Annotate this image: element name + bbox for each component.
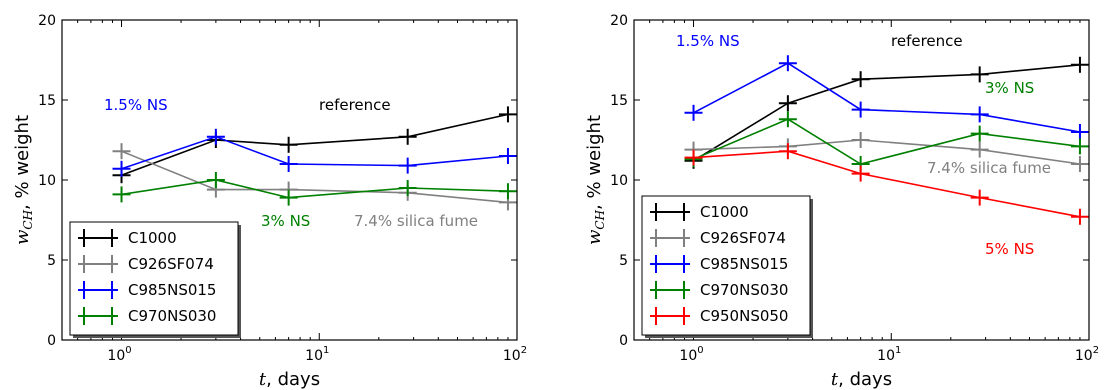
- legend-entry-C970NS030: C970NS030: [78, 307, 216, 325]
- plot-frame: [61, 19, 518, 341]
- y-axis-label: wCH, % weight: [12, 115, 35, 245]
- chart-panel-1: 0 5 10 15 20 100 101 102 t, days wCH, % weight 1.5…: [12, 13, 527, 390]
- legend-label: C970NS030: [700, 281, 788, 299]
- series-C985NS015: [684, 55, 1089, 140]
- legend-entry-C985NS015: C985NS015: [650, 255, 788, 273]
- data-point-C970NS030: [112, 186, 131, 203]
- legend-entry-C1000: C1000: [650, 203, 749, 221]
- y-tick-label: 0: [619, 333, 628, 349]
- data-point-C970NS030: [1070, 138, 1089, 155]
- legend-label: C1000: [128, 229, 177, 247]
- annotation: 3% NS: [261, 212, 310, 230]
- y-tick-label: 10: [610, 173, 628, 189]
- data-point-C1000: [970, 66, 989, 83]
- y-tick-label: 5: [47, 253, 56, 269]
- data-point-C970NS030: [398, 180, 417, 196]
- annotation: 3% NS: [985, 79, 1034, 97]
- data-point-C985NS015: [206, 128, 225, 145]
- y-tick-label: 20: [38, 13, 56, 29]
- data-point-C985NS015: [970, 106, 989, 123]
- legend: C1000 C926SF074 C985NS015 C970NS030 C950NS05…: [641, 195, 813, 338]
- data-point-C950NS050: [778, 143, 797, 160]
- legend-label: C926SF074: [128, 255, 214, 273]
- data-point-C926SF074: [1070, 156, 1089, 172]
- y-tick-label: 5: [619, 253, 628, 269]
- data-point-C926SF074: [112, 143, 131, 160]
- x-tick-label: 101: [877, 345, 901, 364]
- series-C950NS050: [684, 143, 1089, 225]
- legend-entry-C926SF074: C926SF074: [78, 255, 214, 273]
- series-line-C970NS030: [121, 179, 509, 199]
- legend-label: C926SF074: [700, 229, 786, 247]
- series-C985NS015: [112, 128, 517, 177]
- data-point-C950NS050: [1070, 208, 1089, 225]
- data-point-C970NS030: [778, 111, 797, 128]
- legend-entry-C926SF074: C926SF074: [650, 229, 786, 247]
- legend: C1000 C926SF074 C985NS015 C970NS030: [69, 221, 241, 338]
- annotation: 5% NS: [985, 240, 1034, 258]
- data-point-C1000: [778, 95, 797, 112]
- x-axis-label: t, days: [259, 369, 320, 390]
- legend-label: C985NS015: [128, 281, 216, 299]
- y-tick-label: 15: [38, 93, 56, 109]
- annotation: reference: [319, 96, 391, 114]
- series-line-C1000: [121, 113, 509, 176]
- data-point-C985NS015: [498, 148, 517, 164]
- legend-box: [641, 195, 811, 336]
- data-point-C985NS015: [1070, 124, 1089, 140]
- y-tick-label: 15: [610, 93, 628, 109]
- data-point-C1000: [279, 136, 298, 153]
- series-C1000: [684, 56, 1089, 169]
- y-tick-label: 10: [38, 173, 56, 189]
- annotation: 1.5% NS: [676, 32, 740, 50]
- data-point-C970NS030: [279, 189, 298, 206]
- data-point-C985NS015: [851, 101, 870, 118]
- legend-label: C950NS050: [700, 307, 788, 325]
- data-point-C1000: [1070, 56, 1089, 73]
- annotation: 7.4% silica fume: [354, 212, 478, 230]
- legend-entry-C950NS050: C950NS050: [650, 307, 788, 325]
- annotation: 7.4% silica fume: [927, 159, 1051, 177]
- y-axis-label: wCH, % weight: [584, 115, 607, 245]
- x-axis-label: t, days: [831, 369, 892, 390]
- y-tick-label: 0: [47, 333, 56, 349]
- legend-entry-C985NS015: C985NS015: [78, 281, 216, 299]
- data-point-C926SF074: [970, 141, 989, 158]
- data-point-C985NS015: [778, 55, 797, 72]
- annotation: 1.5% NS: [104, 96, 168, 114]
- plot-frame: [633, 19, 1090, 341]
- series-C926SF074: [112, 143, 517, 211]
- data-point-C950NS050: [970, 189, 989, 206]
- data-point-C985NS015: [112, 160, 131, 177]
- data-point-C970NS030: [970, 125, 989, 142]
- x-tick-label: 101: [305, 345, 329, 364]
- x-tick-label: 102: [1075, 345, 1099, 364]
- data-point-C985NS015: [398, 157, 417, 174]
- y-tick-label: 20: [610, 13, 628, 29]
- x-tick-label: 102: [503, 345, 527, 364]
- series-C970NS030: [112, 172, 517, 206]
- data-point-C970NS030: [206, 172, 225, 188]
- legend-entry-C970NS030: C970NS030: [650, 281, 788, 299]
- x-tick-label: 100: [107, 345, 131, 364]
- legend-label: C1000: [700, 203, 749, 221]
- x-tick-label: 100: [679, 345, 703, 364]
- data-point-C970NS030: [498, 183, 517, 200]
- legend-label: C985NS015: [700, 255, 788, 273]
- legend-entry-C1000: C1000: [78, 229, 177, 247]
- data-point-C950NS050: [851, 165, 870, 182]
- data-point-C926SF074: [851, 132, 870, 148]
- legend-label: C970NS030: [128, 307, 216, 325]
- data-point-C985NS015: [279, 156, 298, 172]
- chart-panel-2: 0 5 10 15 20 100 101 102 t, days wCH, % weight 1.5…: [584, 13, 1099, 390]
- data-point-C950NS050: [684, 149, 703, 166]
- data-point-C1000: [498, 106, 517, 123]
- data-point-C1000: [398, 128, 417, 145]
- annotation: reference: [891, 32, 963, 50]
- data-point-C985NS015: [684, 104, 703, 121]
- data-point-C1000: [851, 71, 870, 88]
- series-line-C985NS015: [693, 62, 1081, 133]
